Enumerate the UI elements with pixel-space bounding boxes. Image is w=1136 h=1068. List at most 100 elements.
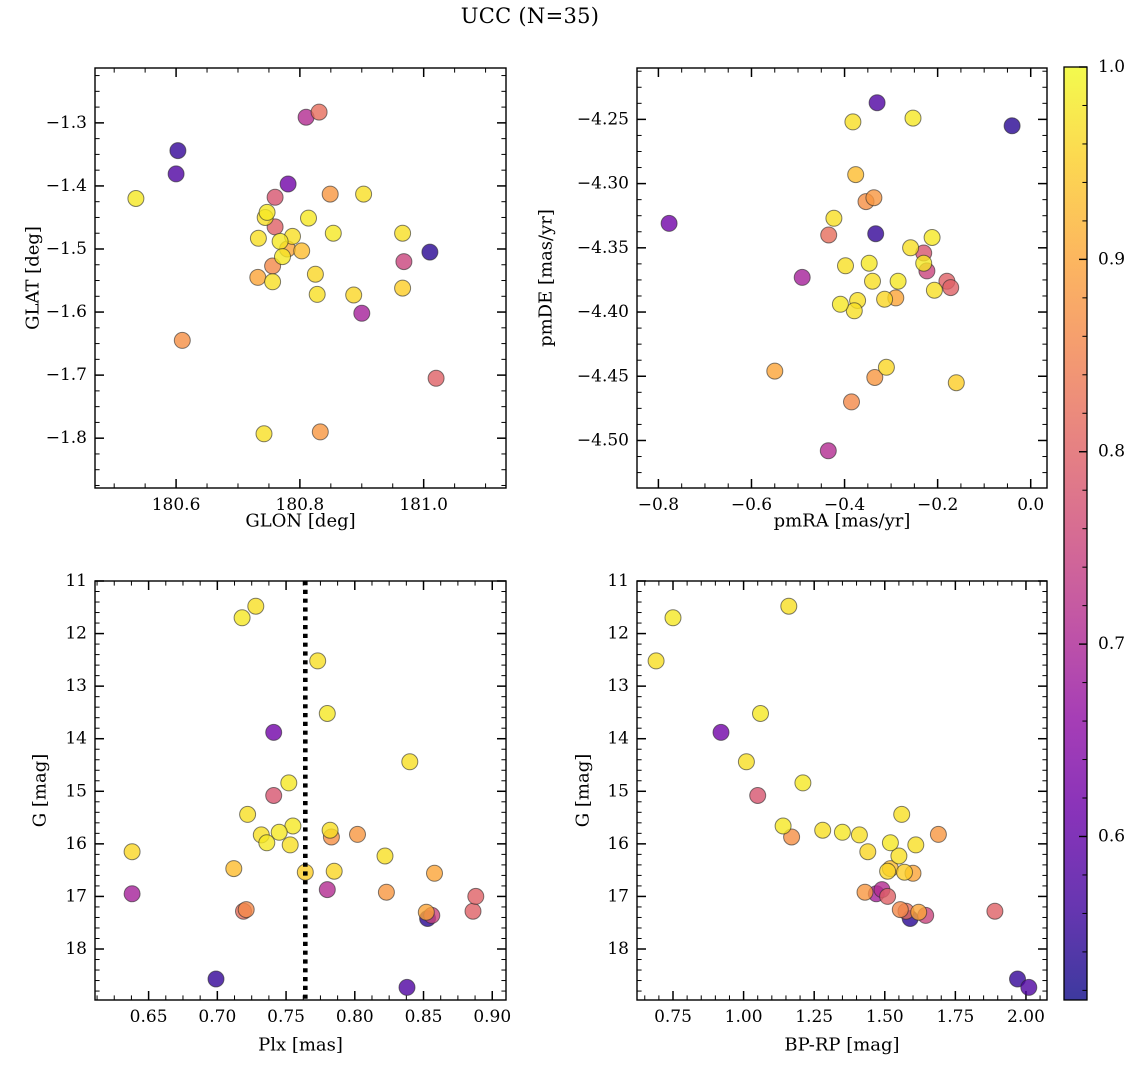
ticks [95,580,506,1000]
star-point [321,185,339,203]
star-point [310,103,328,121]
star-point [280,774,298,792]
star-point [986,902,1004,920]
tick-label: 1.50 [866,1007,904,1027]
y-axis-label: G [mag] [573,754,594,827]
star-point [237,901,255,919]
star-point [255,425,273,443]
star-point [427,369,445,387]
star-point [1003,117,1021,135]
star-point [925,281,943,299]
star-point [318,705,336,722]
scatter-points [123,597,485,996]
panel-glon-glat: 180.6 180.8 181.0 −1.3 −1.4 −1.5 −1.6 −1.7 −1.8 G… [23,67,507,532]
colorbar-tick-label: 0.8 [1098,442,1125,462]
tick-label: 0.85 [405,1007,443,1027]
star-point [271,232,289,250]
colorbar-tick-label: 0.9 [1098,249,1125,269]
tick-label: 14 [607,729,629,749]
figure-title: UCC (N=35) [460,4,600,28]
ticks [637,68,1047,488]
star-point [309,652,327,670]
star-point [318,881,336,899]
star-point [249,229,267,247]
star-point [860,254,878,272]
star-point [417,903,435,921]
star-point [325,862,343,880]
star-point [904,109,922,127]
tick-label: 1.25 [795,1007,833,1027]
star-point [249,268,267,286]
panel-bprp-g: 0.75 1.00 1.25 1.50 1.75 2.00 11 12 13 14 15 16 17 18… [573,571,1048,1056]
star-point [866,369,884,386]
star-point [1009,970,1026,988]
tick-label: 15 [65,781,87,801]
star-point [401,753,419,771]
star-point [225,860,243,878]
star-point [907,836,925,854]
star-point [258,834,276,852]
tick-label: −4.35 [577,238,629,258]
star-point [845,302,863,320]
star-point [345,286,363,304]
star-point [467,887,485,905]
star-point [752,705,769,722]
star-point [868,94,886,112]
tick-label: 11 [65,571,87,591]
star-point [847,166,865,184]
axes-frame [636,67,1048,489]
star-point [890,847,908,865]
star-point [737,753,755,771]
tick-label: −1.7 [46,365,87,385]
star-point [376,847,394,865]
star-point [859,843,877,861]
star-point [355,185,373,203]
star-point [891,901,909,919]
tick-label: 15 [607,781,629,801]
scatter-points [127,103,445,443]
tick-label: 16 [607,834,629,854]
star-point [947,374,965,392]
star-point [270,823,288,841]
y-axis-label: G [mag] [30,754,51,827]
star-point [902,239,920,257]
star-point [274,248,291,266]
star-point [915,254,933,272]
colorbar-tick-label: 0.6 [1098,826,1125,846]
tick-label: −0.2 [917,495,958,515]
colorbar-frame [1063,66,1088,1001]
panel-plx-g: 0.65 0.70 0.75 0.80 0.85 0.90 11 12 13 14 15 16 17 18… [30,571,512,1056]
star-point [123,843,141,861]
tick-label: −4.50 [577,430,629,450]
star-point [266,188,284,206]
tick-label: −1.6 [46,302,87,322]
star-point [825,209,843,227]
star-point [394,224,412,242]
tick-label: 13 [607,676,629,696]
star-point [647,652,665,670]
star-point [780,597,798,615]
tick-label: −0.4 [824,495,865,515]
tick-label: 0.80 [336,1007,374,1027]
star-point [889,272,907,290]
star-point [311,423,329,441]
tick-label: 1.75 [936,1007,974,1027]
tick-label: 18 [65,939,87,959]
tick-label: 13 [65,676,87,696]
tick-label: −0.8 [638,495,679,515]
star-point [881,834,899,852]
tick-label: 2.00 [1007,1007,1045,1027]
star-point [867,225,885,243]
tick-label: 181.0 [399,495,448,515]
y-axis-label: GLAT [deg] [23,226,44,330]
star-point [321,821,339,839]
star-point [398,978,416,996]
x-axis-label: GLON [deg] [245,511,355,532]
star-point [865,189,883,207]
x-axis-label: pmRA [mas/yr] [774,511,911,532]
star-point [324,224,342,242]
star-point [843,393,860,411]
tick-label: 16 [65,834,87,854]
tick-label: 0.75 [267,1007,305,1027]
